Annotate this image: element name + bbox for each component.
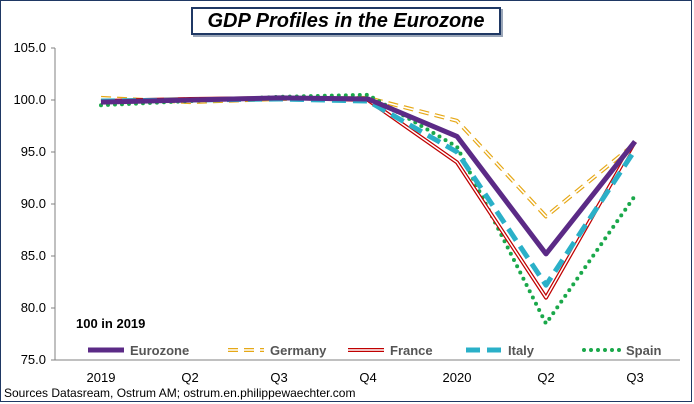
series-line-italy <box>100 96 638 288</box>
data-point-spain <box>545 322 547 324</box>
data-point-spain <box>367 94 369 96</box>
legend-item-france: France <box>348 343 433 358</box>
data-point-france <box>545 296 547 298</box>
x-tick-label: 2019 <box>87 370 116 385</box>
y-tick-label: 95.0 <box>21 144 46 159</box>
data-point-italy <box>545 284 547 286</box>
x-tick-label: Q2 <box>537 370 554 385</box>
data-point-germany <box>545 215 547 217</box>
data-point-eurozone <box>367 98 369 100</box>
legend-item-italy: Italy <box>466 343 535 358</box>
legend: Eurozone Germany France Italy Spain <box>88 343 661 358</box>
series-line-germany <box>100 95 637 219</box>
source-note: Sources Datasream, Ostrum AM; ostrum.en.… <box>4 386 356 400</box>
legend-label-eurozone: Eurozone <box>130 343 189 358</box>
data-point-italy <box>456 151 458 153</box>
series-line-eurozone <box>100 95 637 257</box>
data-point-eurozone <box>189 99 191 101</box>
series-line-germany-inner <box>100 97 636 218</box>
y-tick-label: 105.0 <box>13 40 46 55</box>
data-point-eurozone <box>456 135 458 137</box>
y-tick-label: 90.0 <box>21 196 46 211</box>
chart-title: GDP Profiles in the Eurozone <box>207 9 485 32</box>
y-tick-label: 75.0 <box>21 352 46 367</box>
data-point-eurozone <box>278 97 280 99</box>
data-point-eurozone <box>100 101 102 103</box>
y-tick-label: 85.0 <box>21 248 46 263</box>
legend-item-eurozone: Eurozone <box>88 343 189 358</box>
legend-item-germany: Germany <box>228 343 327 358</box>
data-point-italy <box>634 149 636 151</box>
base-annotation: 100 in 2019 <box>76 316 145 331</box>
data-point-france <box>456 161 458 163</box>
x-tick-label: Q3 <box>270 370 287 385</box>
chart-title-box: GDP Profiles in the Eurozone <box>191 7 501 35</box>
data-point-germany <box>456 120 458 122</box>
plot-area: 105.0 100.0 95.0 90.0 85.0 80.0 75.0 2019 Q2 Q3 Q4… <box>13 40 680 385</box>
x-tick-label: 2020 <box>443 370 472 385</box>
y-tick-label: 100.0 <box>13 92 46 107</box>
legend-label-germany: Germany <box>270 343 327 358</box>
x-tick-label: Q2 <box>181 370 198 385</box>
data-point-eurozone <box>634 140 636 142</box>
data-point-eurozone <box>545 253 547 255</box>
legend-item-spain: Spain <box>582 343 661 358</box>
legend-label-spain: Spain <box>626 343 661 358</box>
data-point-spain <box>456 146 458 148</box>
y-tick-label: 80.0 <box>21 300 46 315</box>
legend-label-italy: Italy <box>508 343 535 358</box>
data-point-spain <box>634 194 636 196</box>
series-lines <box>99 92 638 326</box>
legend-label-france: France <box>390 343 433 358</box>
x-tick-label: Q4 <box>359 370 376 385</box>
x-tick-label: Q3 <box>626 370 643 385</box>
